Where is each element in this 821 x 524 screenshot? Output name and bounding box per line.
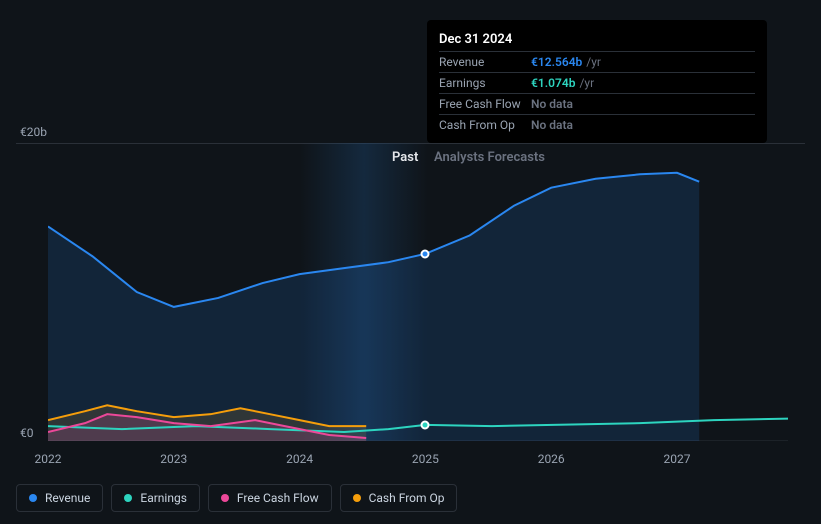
legend-label: Earnings [140, 491, 187, 505]
chart-svg [48, 143, 788, 441]
data-marker [421, 420, 430, 429]
tooltip-row: Earnings€1.074b/yr [439, 73, 755, 94]
legend-item-free-cash-flow[interactable]: Free Cash Flow [208, 484, 332, 512]
tooltip-metric-unit: /yr [579, 76, 594, 90]
x-axis-tick: 2023 [160, 452, 187, 466]
tooltip-metric-value: €12.564b [531, 55, 582, 69]
legend-label: Revenue [45, 491, 90, 505]
legend-dot-icon [221, 494, 229, 502]
tooltip-metric-label: Free Cash Flow [439, 97, 531, 111]
tooltip-date: Dec 31 2024 [439, 28, 755, 52]
legend-dot-icon [124, 494, 132, 502]
tooltip-row: Cash From OpNo data [439, 115, 755, 135]
x-axis-tick: 2024 [286, 452, 313, 466]
legend-item-cash-from-op[interactable]: Cash From Op [340, 484, 458, 512]
chart-container: Dec 31 2024 Revenue€12.564b/yrEarnings€1… [0, 0, 821, 524]
legend-item-revenue[interactable]: Revenue [16, 484, 103, 512]
legend-dot-icon [353, 494, 361, 502]
tooltip-metric-value: No data [531, 97, 573, 111]
x-axis-tick: 2026 [538, 452, 565, 466]
tooltip-row: Revenue€12.564b/yr [439, 52, 755, 73]
y-axis-max-label: €20b [20, 125, 47, 139]
legend: Revenue Earnings Free Cash Flow Cash From O… [16, 484, 457, 512]
tooltip-metric-value: No data [531, 118, 573, 132]
tooltip-metric-label: Revenue [439, 55, 531, 69]
legend-item-earnings[interactable]: Earnings [111, 484, 200, 512]
series-fill-revenue [48, 173, 699, 441]
tooltip-metric-value: €1.074b [531, 76, 575, 90]
tooltip-row: Free Cash FlowNo data [439, 94, 755, 115]
legend-label: Cash From Op [369, 491, 445, 505]
x-axis-tick: 2027 [664, 452, 691, 466]
legend-dot-icon [29, 494, 37, 502]
tooltip-metric-unit: /yr [586, 55, 601, 69]
data-marker [421, 249, 430, 258]
hover-tooltip: Dec 31 2024 Revenue€12.564b/yrEarnings€1… [427, 20, 767, 143]
y-axis-min-label: €0 [20, 426, 34, 440]
x-axis-tick: 2025 [412, 452, 439, 466]
tooltip-metric-label: Cash From Op [439, 118, 531, 132]
tooltip-metric-label: Earnings [439, 76, 531, 90]
legend-label: Free Cash Flow [237, 491, 319, 505]
x-axis-tick: 2022 [35, 452, 62, 466]
